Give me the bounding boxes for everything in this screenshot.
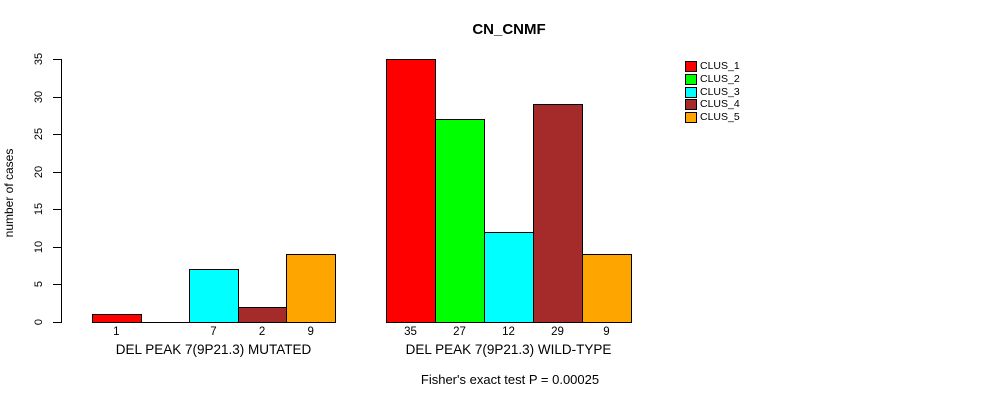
y-tick-label: 5 <box>33 281 45 288</box>
y-tick-label: 20 <box>33 165 45 178</box>
bar-value-label: 7 <box>210 326 217 338</box>
legend-label: CLUS_5 <box>700 111 740 124</box>
bar <box>435 119 485 323</box>
legend-swatch <box>685 61 697 72</box>
bar-value-label: 9 <box>307 326 314 338</box>
legend-swatch <box>685 86 697 98</box>
y-tick <box>53 96 61 98</box>
bar <box>237 306 288 323</box>
y-tick-label: 0 <box>33 318 45 326</box>
bar <box>484 231 534 323</box>
bar-value-label: 1 <box>113 326 120 338</box>
bar-value-label: 29 <box>551 326 564 338</box>
bar <box>189 269 239 323</box>
bar <box>286 254 336 323</box>
y-tick <box>53 171 61 173</box>
bar <box>92 314 142 323</box>
bar <box>386 59 436 323</box>
y-tick <box>53 59 61 60</box>
y-tick-label: 35 <box>33 52 45 66</box>
bar-value-label: 27 <box>453 326 466 338</box>
group-label: DEL PEAK 7(9P21.3) WILD-TYPE <box>405 342 612 357</box>
y-tick <box>53 246 61 248</box>
y-tick-label: 25 <box>33 128 45 141</box>
y-tick <box>53 322 61 323</box>
chart-title: CN_CNMF <box>472 21 546 38</box>
bar-value-label: 35 <box>404 326 417 338</box>
group-label: DEL PEAK 7(9P21.3) MUTATED <box>115 342 312 357</box>
bar <box>533 104 583 323</box>
legend-label: CLUS_4 <box>700 98 740 111</box>
y-axis-line <box>61 59 62 323</box>
legend-swatch <box>685 112 697 124</box>
bar-value-label: 2 <box>258 326 266 338</box>
legend-label: CLUS_2 <box>700 72 740 85</box>
legend-label: CLUS_1 <box>700 60 740 72</box>
y-tick-label: 10 <box>33 240 45 253</box>
legend-swatch <box>685 73 697 85</box>
legend-swatch <box>685 99 697 111</box>
y-tick <box>53 209 61 211</box>
y-axis-label: number of cases <box>2 148 16 238</box>
legend-label: CLUS_3 <box>700 85 740 98</box>
y-tick-label: 15 <box>33 203 45 216</box>
fisher-test-note: Fisher's exact test P = 0.00025 <box>420 372 600 387</box>
zero-bar-line <box>140 322 191 323</box>
bar <box>582 254 632 323</box>
bar-value-label: 12 <box>502 326 515 338</box>
y-tick-label: 30 <box>33 90 45 103</box>
bar-value-label: 9 <box>603 326 610 338</box>
y-tick <box>53 284 61 286</box>
y-tick <box>53 134 61 136</box>
